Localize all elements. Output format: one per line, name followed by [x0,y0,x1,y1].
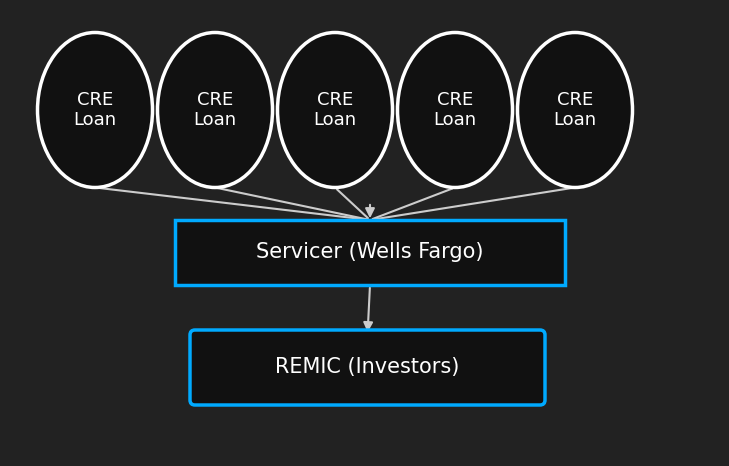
Text: CRE
Loan: CRE Loan [434,90,477,130]
Ellipse shape [157,33,273,187]
Ellipse shape [37,33,152,187]
Text: CRE
Loan: CRE Loan [193,90,237,130]
Text: REMIC (Investors): REMIC (Investors) [276,357,460,377]
Text: CRE
Loan: CRE Loan [74,90,117,130]
Text: CRE
Loan: CRE Loan [553,90,596,130]
FancyBboxPatch shape [175,220,565,285]
Ellipse shape [518,33,633,187]
Ellipse shape [397,33,512,187]
Ellipse shape [278,33,392,187]
Text: CRE
Loan: CRE Loan [313,90,356,130]
Text: Servicer (Wells Fargo): Servicer (Wells Fargo) [257,242,484,262]
FancyBboxPatch shape [190,330,545,405]
